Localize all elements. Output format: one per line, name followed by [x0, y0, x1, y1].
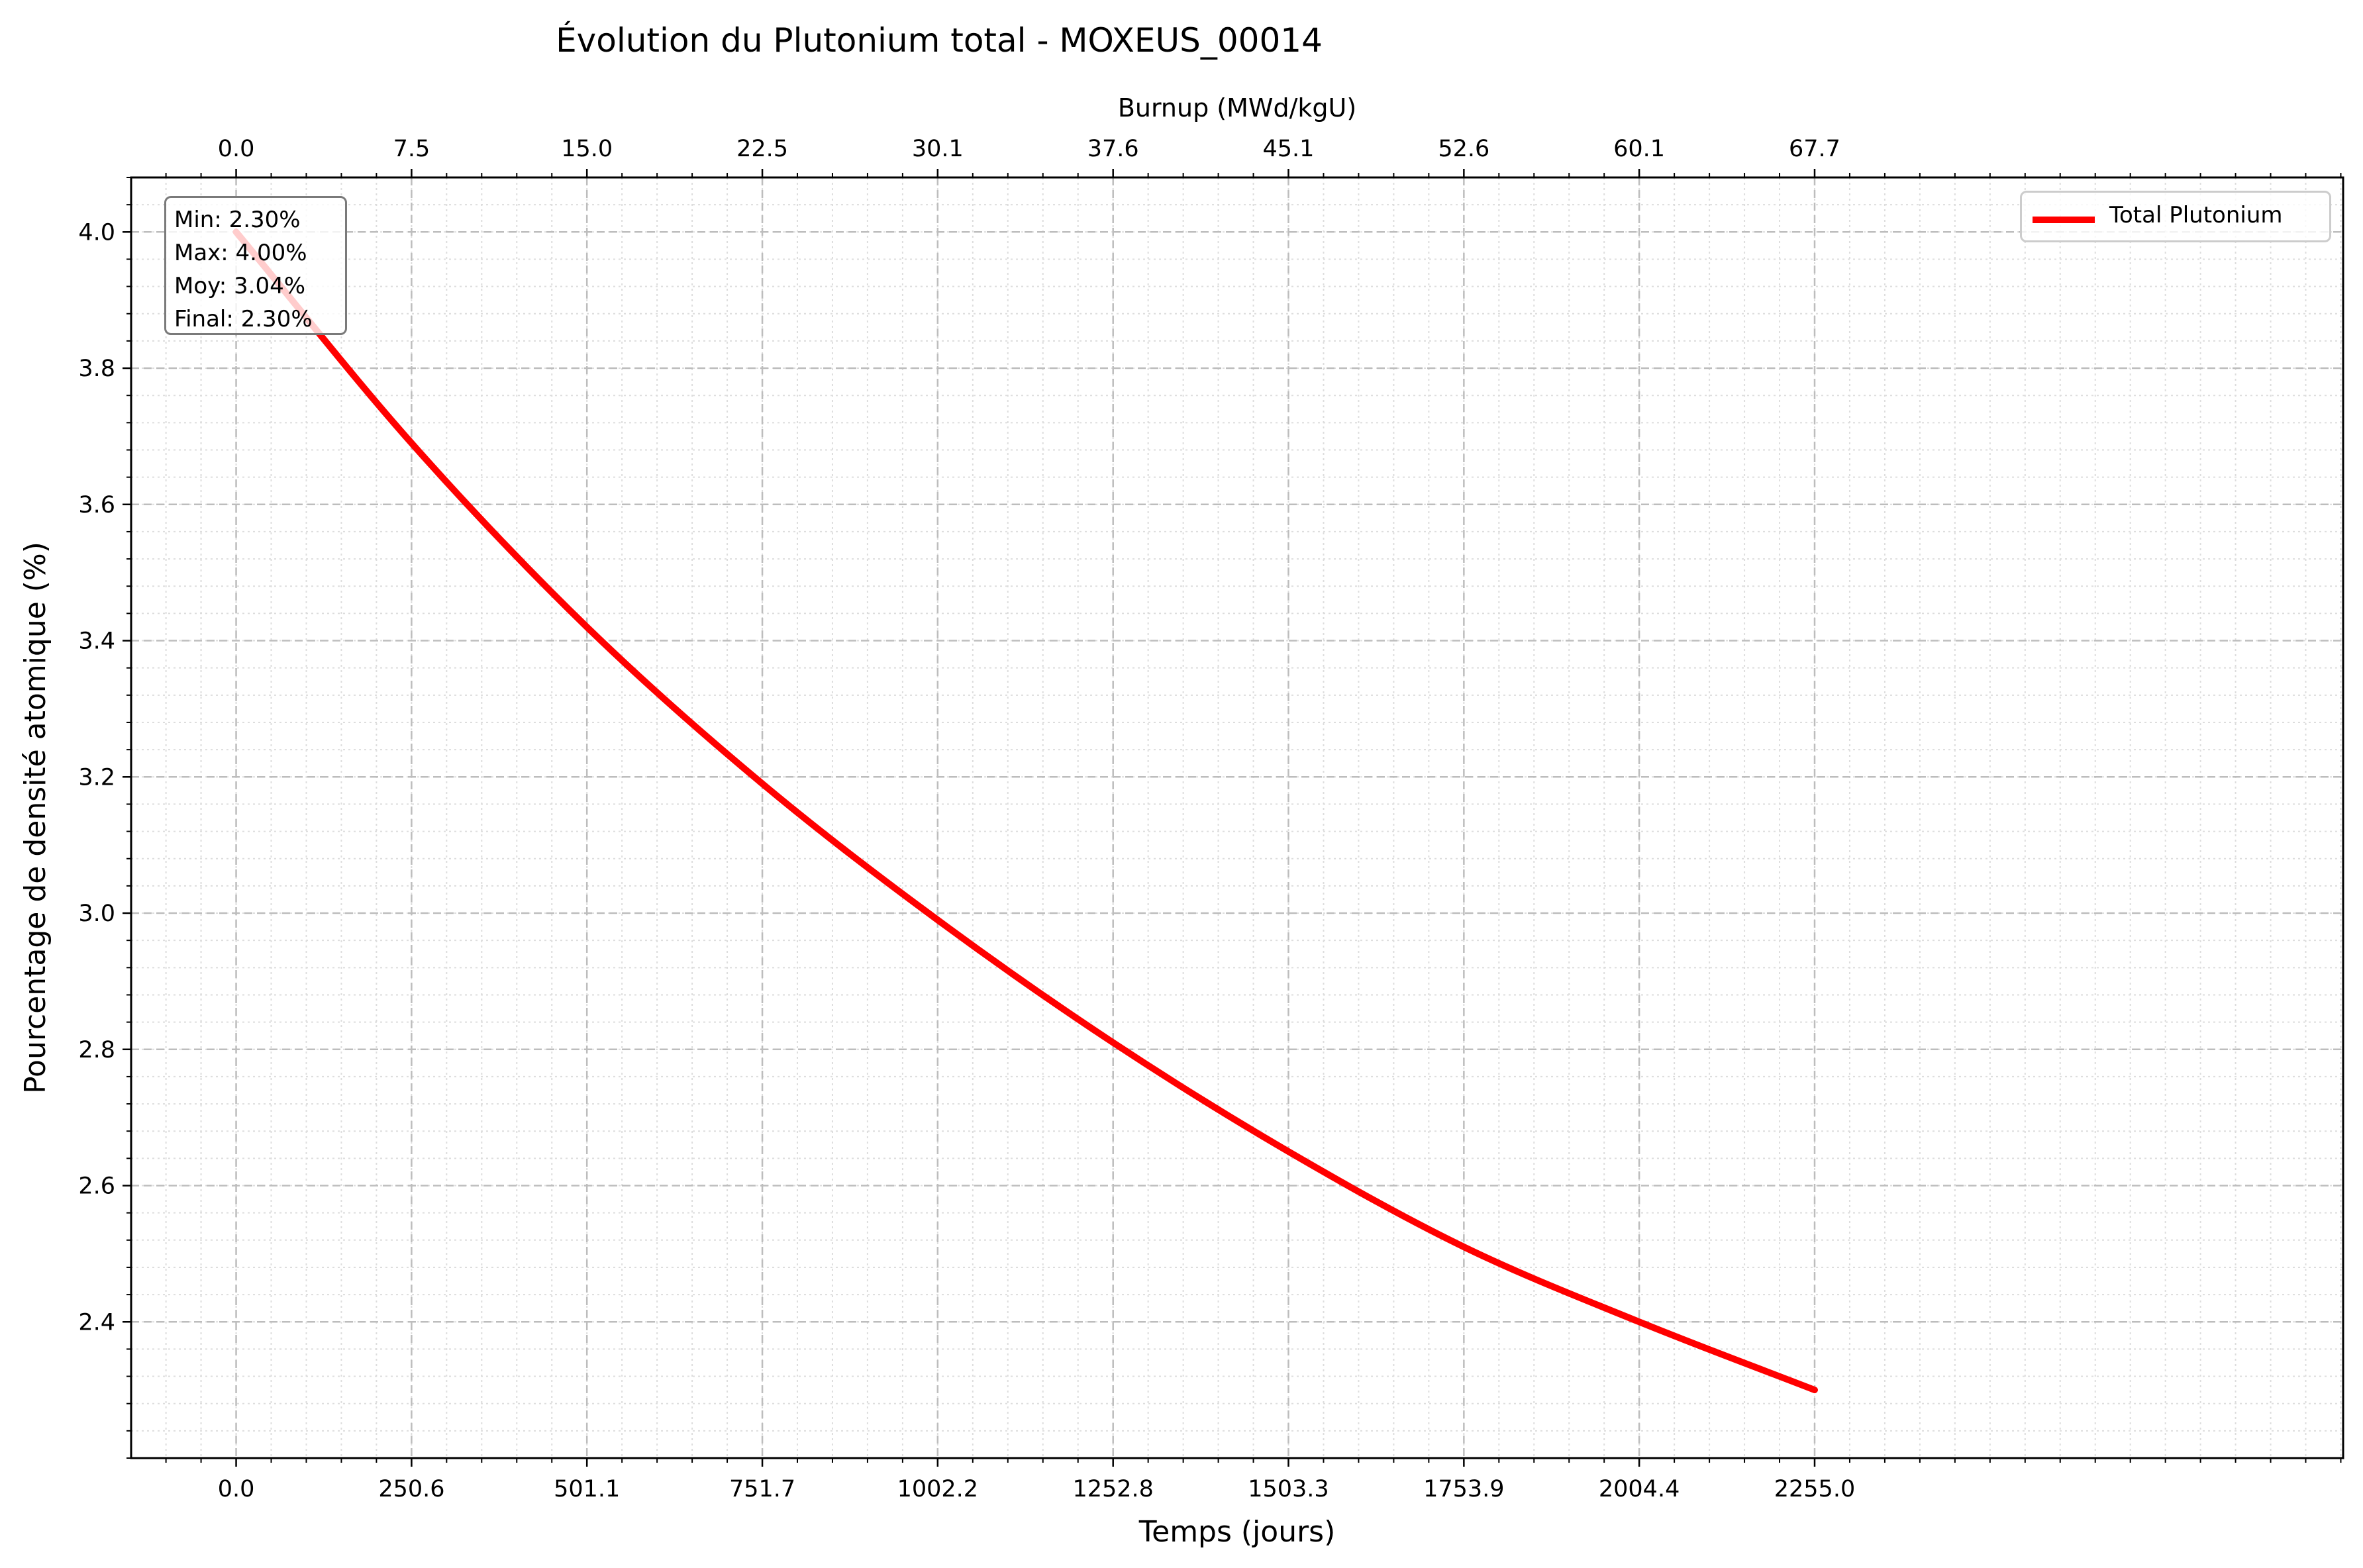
- x-axis-bottom: 0.0 250.6 501.1 751.7 1002.2 1252.8 1503.3 1753…: [165, 1458, 2342, 1502]
- y-tick-label: 2.6: [78, 1173, 115, 1200]
- x-tick-label: 1002.2: [897, 1476, 978, 1502]
- y-tick-label: 2.8: [78, 1037, 115, 1063]
- x2-axis-label: Burnup (MWd/kgU): [1118, 93, 1356, 122]
- series-line-total-plutonium: [232, 228, 1818, 1394]
- y-axis: 2.4 2.6 2.8 3.0 3.2 3.4 3.6 3.8 4.0: [78, 177, 131, 1459]
- y-tick-label: 3.8: [78, 356, 115, 382]
- x2-tick-label: 45.1: [1263, 136, 1315, 162]
- legend-line-total-plutonium: [2033, 217, 2095, 223]
- major-grid: [131, 177, 2343, 1458]
- x2-tick-label: 15.0: [561, 136, 613, 162]
- series-group: [232, 228, 1818, 1394]
- x-tick-label: 2004.4: [1599, 1476, 1680, 1502]
- x2-tick-label: 7.5: [393, 136, 430, 162]
- x-axis-label: Temps (jours): [1138, 1515, 1336, 1549]
- minor-grid: [131, 177, 2343, 1459]
- x2-tick-label: 0.0: [218, 136, 255, 162]
- chart-title: Évolution du Plutonium total - MOXEUS_00…: [556, 21, 1323, 60]
- x-tick-label: 751.7: [729, 1476, 795, 1502]
- stats-box: Min: 2.30% Max: 4.00% Moy: 3.04% Final: …: [164, 196, 347, 335]
- stats-final: Final: 2.30%: [174, 306, 313, 332]
- legend-label-total-plutonium: Total Plutonium: [2109, 202, 2283, 228]
- x-tick-label: 501.1: [554, 1476, 620, 1502]
- y-tick-label: 3.2: [78, 764, 115, 791]
- stats-max: Max: 4.00%: [174, 240, 307, 266]
- stats-mean: Moy: 3.04%: [174, 273, 306, 299]
- x2-tick-label: 52.6: [1438, 136, 1489, 162]
- x2-tick-label: 67.7: [1789, 136, 1840, 162]
- x-tick-label: 2255.0: [1774, 1476, 1855, 1502]
- y-tick-label: 4.0: [78, 219, 115, 246]
- y-tick-label: 3.6: [78, 492, 115, 518]
- x2-tick-label: 30.1: [912, 136, 964, 162]
- x-tick-label: 1252.8: [1072, 1476, 1153, 1502]
- x-tick-label: 250.6: [378, 1476, 444, 1502]
- x-tick-label: 0.0: [218, 1476, 255, 1502]
- y-axis-label: Pourcentage de densité atomique (%): [19, 542, 52, 1094]
- y-tick-label: 2.4: [78, 1309, 115, 1336]
- x2-tick-label: 60.1: [1613, 136, 1665, 162]
- x2-tick-label: 22.5: [736, 136, 788, 162]
- plot-area: [130, 176, 2344, 1459]
- y-tick-label: 3.0: [78, 901, 115, 927]
- x-tick-label: 1503.3: [1248, 1476, 1329, 1502]
- x2-tick-label: 37.6: [1087, 136, 1139, 162]
- legend: Total Plutonium: [2020, 191, 2331, 242]
- x-tick-label: 1753.9: [1423, 1476, 1504, 1502]
- x-axis-top: 0.0 7.5 15.0 22.5 30.1 37.6 45.1 52.6 60.1 67.7: [165, 136, 2342, 177]
- stats-min: Min: 2.30%: [174, 207, 301, 233]
- y-tick-label: 3.4: [78, 628, 115, 655]
